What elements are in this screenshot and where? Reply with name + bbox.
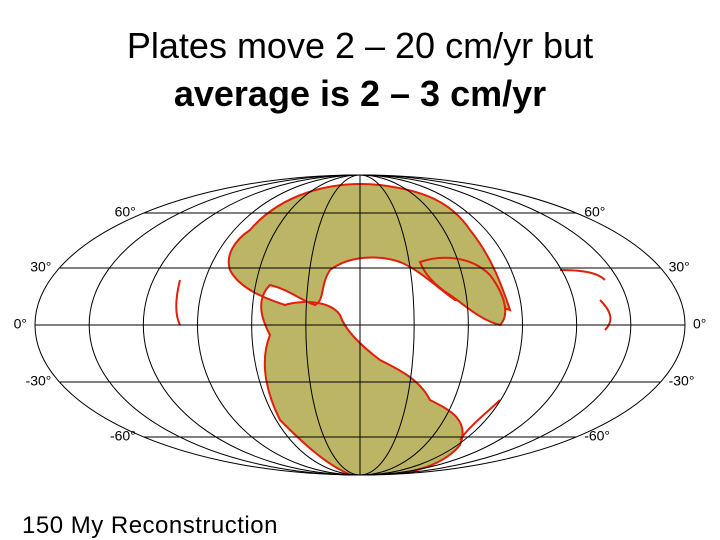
title-line: average is 2 – 3 cm/yr [173,73,547,114]
continents [175,183,612,475]
graticule [34,174,686,476]
title-line: Plates move 2 – 20 cm/yr but [126,25,594,66]
latitude-label: 60° [115,204,136,220]
latitude-label: -30° [669,373,695,389]
latitude-label: 30° [669,259,690,275]
caption: 150 My Reconstruction [22,512,278,539]
latitude-label: 60° [584,204,605,220]
latitude-label: 0° [14,316,27,332]
latitude-label: -60° [584,428,610,444]
latitude-label: -30° [26,373,52,389]
latitude-label: -60° [110,428,136,444]
latitude-label: 30° [30,259,51,275]
latitude-label: 0° [693,316,706,332]
land [175,269,612,441]
